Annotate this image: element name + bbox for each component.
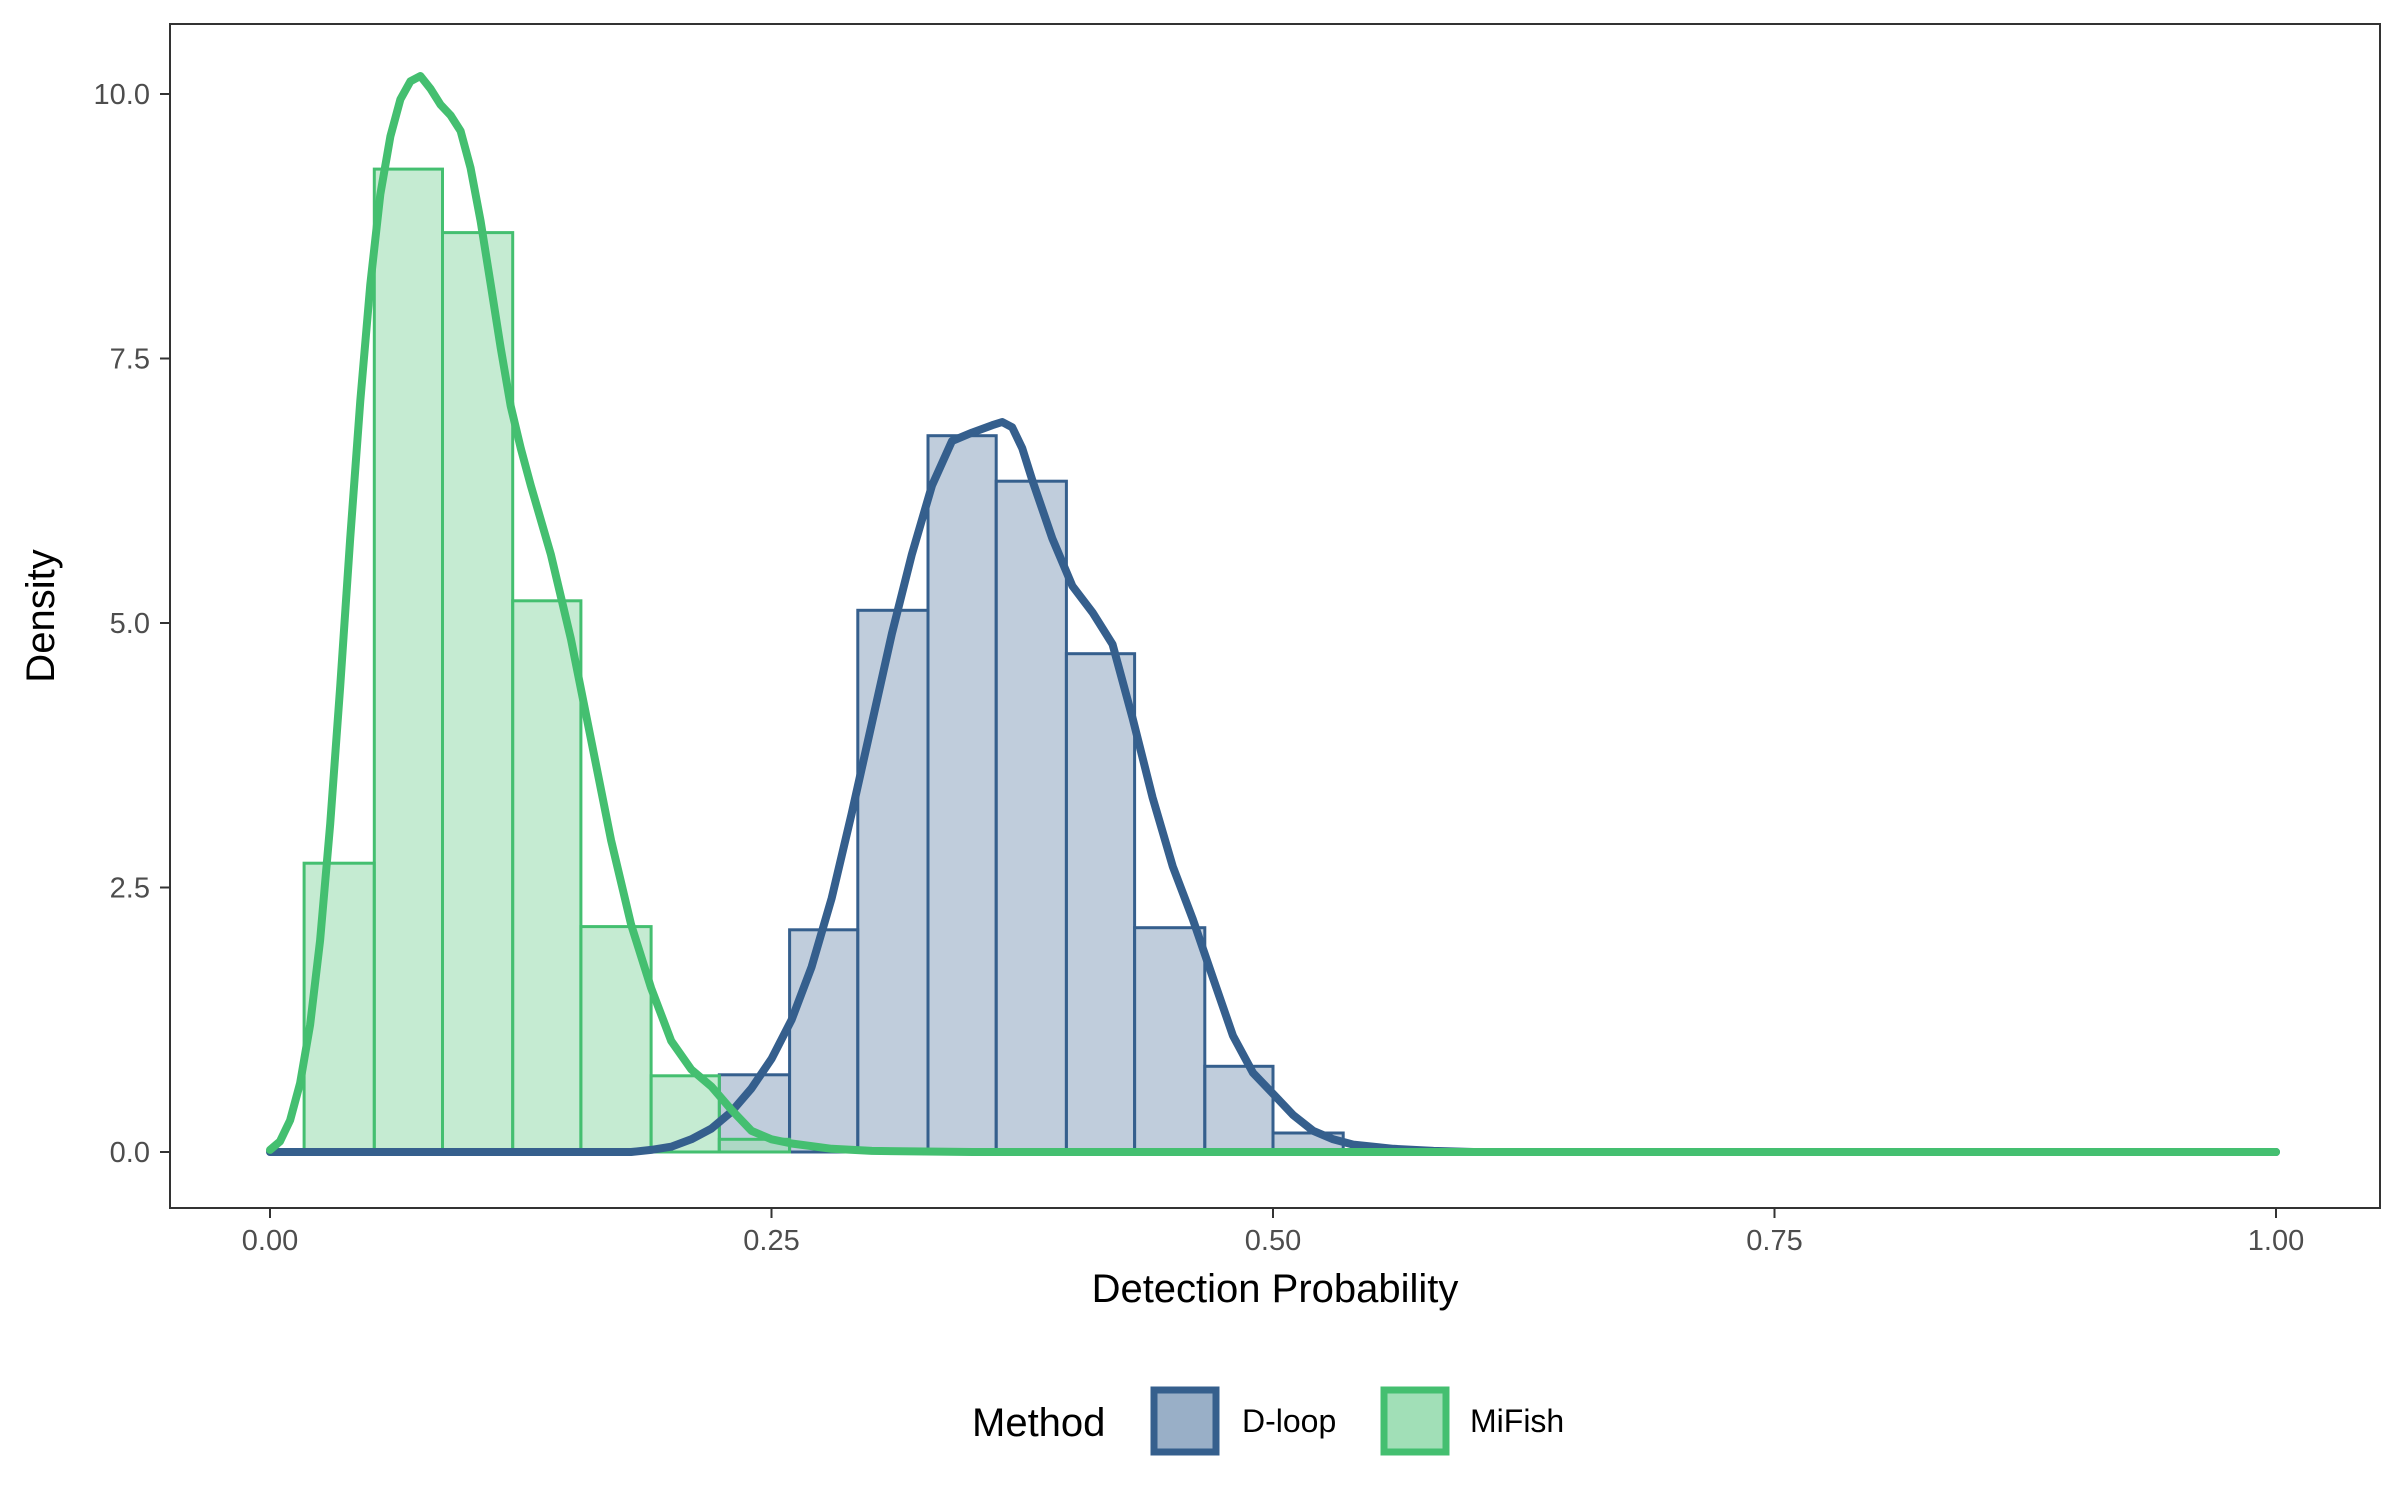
y-tick-label: 5.0 xyxy=(110,608,150,640)
bar-d-loop-5 xyxy=(1064,652,1137,1154)
legend-key-d-loop xyxy=(1150,1386,1220,1456)
x-axis-title: Detection Probability xyxy=(1092,1267,1459,1311)
legend-label-mifish: MiFish xyxy=(1470,1403,1564,1439)
plot-panel-border xyxy=(169,23,2381,1209)
bar-d-loop-6 xyxy=(1133,926,1207,1154)
bar-mifish-3 xyxy=(511,599,583,1154)
density-curve-d-loop xyxy=(266,418,2280,1156)
legend: Method D-loop MiFish xyxy=(972,1386,1564,1456)
x-tick-label: 0.75 xyxy=(1746,1225,1802,1257)
bar-d-loop-4 xyxy=(994,479,1068,1154)
x-tick-label: 0.00 xyxy=(242,1225,298,1257)
legend-title: Method xyxy=(972,1401,1105,1445)
bar-d-loop-3 xyxy=(926,434,998,1154)
bar-d-loop-1 xyxy=(788,928,860,1154)
legend-key-mifish xyxy=(1380,1386,1450,1456)
y-tick-label: 2.5 xyxy=(110,873,150,905)
bar-mifish-2 xyxy=(441,231,515,1154)
density-curve-mifish xyxy=(266,72,2280,1156)
x-axis: 0.00 0.25 0.50 0.75 1.00 xyxy=(242,1208,2304,1257)
x-tick-label: 1.00 xyxy=(2248,1225,2304,1257)
density-curves xyxy=(266,72,2280,1156)
bar-d-loop-2 xyxy=(856,608,930,1154)
y-axis-title: Density xyxy=(19,549,63,682)
y-tick-label: 7.5 xyxy=(110,344,150,376)
legend-label-d-loop: D-loop xyxy=(1242,1403,1336,1439)
x-tick-label: 0.25 xyxy=(743,1225,799,1257)
x-tick-label: 0.50 xyxy=(1245,1225,1301,1257)
y-tick-label: 10.0 xyxy=(94,79,150,111)
y-tick-label: 0.0 xyxy=(110,1137,150,1169)
y-axis: 0.0 2.5 5.0 7.5 10.0 xyxy=(94,79,170,1169)
bar-mifish-1 xyxy=(372,167,444,1154)
